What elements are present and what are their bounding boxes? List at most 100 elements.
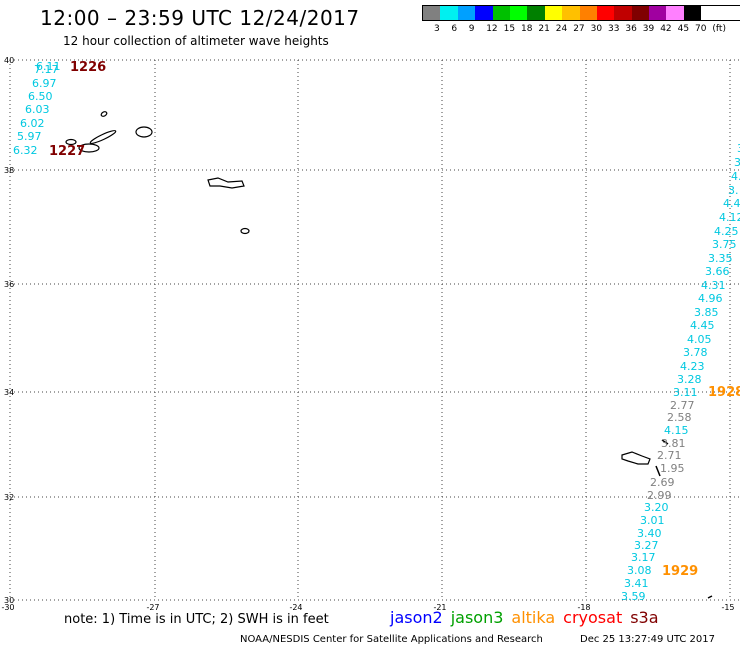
island-outline: [240, 227, 250, 235]
legend-label: (ft): [712, 24, 726, 34]
longitude-label: -24: [289, 603, 302, 612]
wave-height-value: 4.05: [687, 333, 712, 346]
wave-height-value: 4.31: [701, 279, 726, 292]
wave-height-value: 6.03: [25, 103, 50, 116]
legend-swatch: [579, 6, 597, 20]
island-outline: [621, 451, 651, 465]
wave-height-value: 2.69: [650, 476, 675, 489]
pass-time-label: 1928: [708, 385, 740, 400]
satellite-legend: jason2 jason3 altika cryosat s3a: [390, 608, 667, 627]
map-subtitle: 12 hour collection of altimeter wave hei…: [63, 34, 329, 48]
legend-labels: 3 6 9 12 15 18 21 24 27 30 33 36 39 42 45 70 (ft): [422, 21, 740, 35]
wave-height-value: 4.96: [698, 292, 723, 305]
wave-height-value: 4.45: [690, 319, 715, 332]
legend-label: 30: [590, 24, 603, 34]
legend-label: 12: [486, 24, 498, 34]
legend-swatch: [544, 6, 563, 20]
wave-height-value: 3.11: [673, 386, 698, 399]
latitude-label: 38: [4, 166, 14, 175]
satellite-label: jason2: [390, 608, 443, 627]
pass-time-label: 1227: [49, 144, 85, 159]
island-outline: [135, 126, 153, 138]
wave-height-value: 7.17: [34, 63, 59, 76]
longitude-label: -27: [146, 603, 159, 612]
wave-height-value: 3.27: [634, 539, 659, 552]
wave-height-value: 6.02: [20, 117, 45, 130]
legend-label: 42: [660, 24, 672, 34]
legend-label: 27: [573, 24, 585, 34]
legend-label: 18: [521, 24, 533, 34]
track-segment: [707, 595, 713, 599]
pass-time-label: 1929: [662, 564, 698, 579]
legend-label: 70: [695, 24, 707, 34]
legend-color-bar: [422, 5, 740, 21]
latitude-label: 36: [4, 280, 14, 289]
legend-swatch: [423, 6, 441, 20]
wave-height-value: 3.28: [677, 373, 702, 386]
legend-label: 21: [538, 24, 550, 34]
wave-height-value: 3.35: [708, 252, 733, 265]
island-outlines: [65, 111, 651, 465]
latitude-label: 32: [4, 493, 14, 502]
longitude-label: -18: [577, 603, 590, 612]
wave-height-value: 3.40: [637, 527, 662, 540]
legend-swatch: [440, 6, 458, 20]
footer-note: note: 1) Time is in UTC; 2) SWH is in fe…: [64, 612, 329, 627]
island-outline: [65, 138, 77, 146]
latitude-label: 34: [4, 388, 14, 397]
legend-swatch: [649, 6, 667, 20]
island-outline: [89, 130, 117, 144]
legend-swatch: [614, 6, 632, 20]
wave-height-value: 3: [734, 156, 740, 169]
latitude-label: 30: [4, 596, 14, 605]
wave-height-value: 3.: [728, 184, 739, 197]
legend-label: 3: [434, 24, 440, 34]
track-segment: [661, 439, 669, 445]
wave-height-value: 4.23: [680, 360, 705, 373]
wave-height-value: 2.58: [667, 411, 692, 424]
longitude-label: -21: [433, 603, 446, 612]
satellite-label: s3a: [630, 608, 659, 627]
longitude-label: -15: [721, 603, 734, 612]
legend-label: 45: [677, 24, 690, 34]
wave-height-value: 1.95: [660, 462, 685, 475]
wave-height-value: 2.71: [657, 449, 682, 462]
wave-height-value: 3.20: [644, 501, 669, 514]
legend-swatch: [562, 6, 580, 20]
legend-swatch: [492, 6, 510, 20]
legend-label: 39: [642, 24, 655, 34]
latitude-label: 40: [4, 56, 14, 65]
legend-swatch: [509, 6, 528, 20]
wave-height-value: 3.08: [627, 564, 652, 577]
wave-height-value: 4.4: [723, 197, 740, 210]
wave-height-values: 6.117.176.976.506.036.025.976.32 1226 1227…: [13, 60, 740, 603]
map-title: 12:00 – 23:59 UTC 12/24/2017: [40, 6, 360, 30]
credit-line: NOAA/NESDIS Center for Satellite Applica…: [240, 634, 543, 645]
legend-label: 36: [625, 24, 637, 34]
legend-swatch: [527, 6, 545, 20]
legend-swatch: [683, 6, 702, 20]
legend-swatch: [631, 6, 650, 20]
satellite-label: cryosat: [563, 608, 623, 627]
legend-label: 6: [451, 24, 458, 34]
wave-height-value: 4.: [731, 170, 740, 183]
longitude-label: -30: [1, 603, 14, 612]
wave-height-value: 3.01: [640, 514, 665, 527]
wave-height-value: 4.25: [714, 225, 739, 238]
track-segment: [655, 465, 661, 477]
wave-height-value: 3.41: [624, 577, 649, 590]
wave-height-value: 3.81: [661, 437, 686, 450]
wave-height-value: 6.11: [36, 60, 61, 73]
color-legend: 3 6 9 12 15 18 21 24 27 30 33 36 39 42 45 70 (ft): [422, 5, 740, 35]
legend-label: 9: [468, 24, 475, 34]
wave-height-value: 6.32: [13, 144, 38, 157]
legend-swatch: [457, 6, 476, 20]
generated-timestamp: Dec 25 13:27:49 UTC 2017: [580, 634, 715, 645]
satellite-label: jason3: [450, 608, 504, 627]
legend-swatch: [666, 6, 684, 20]
island-outline: [207, 177, 245, 189]
legend-label: 33: [608, 24, 620, 34]
wave-height-value: 5.97: [17, 130, 42, 143]
wave-height-value: 2.77: [670, 399, 695, 412]
